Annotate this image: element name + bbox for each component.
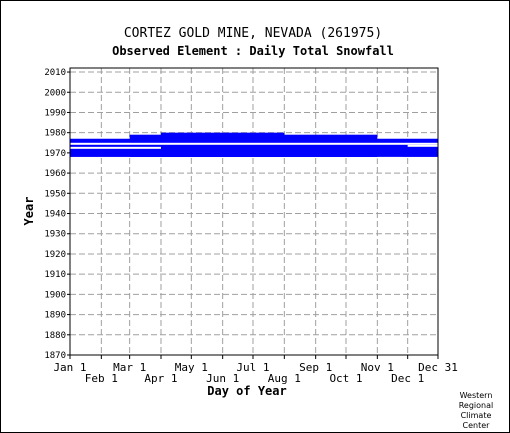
y-axis: 1870 1880 1890 1900 1910 1920 1930 1940 1950 1960… bbox=[44, 68, 70, 361]
y-tick-label: 1990 bbox=[44, 108, 66, 118]
y-tick-label: 1970 bbox=[44, 149, 66, 159]
y-tick-label: 1910 bbox=[44, 270, 66, 280]
data-gap bbox=[377, 156, 403, 159]
credit-line: Regional bbox=[459, 401, 494, 410]
chart-subtitle: Observed Element : Daily Total Snowfall bbox=[112, 44, 394, 58]
x-axis: Jan 1 Mar 1 May 1 Jul 1 Sep 1 Nov 1 Dec 31 Feb … bbox=[53, 355, 458, 385]
y-tick-label: 1870 bbox=[44, 351, 66, 361]
grid-lines bbox=[70, 68, 438, 356]
x-tick-label: Mar 1 bbox=[113, 361, 146, 374]
data-gap bbox=[70, 146, 161, 149]
credit-line: Western bbox=[460, 391, 493, 400]
x-tick-label: Oct 1 bbox=[329, 372, 362, 385]
y-tick-label: 2000 bbox=[44, 88, 66, 98]
y-tick-label: 1890 bbox=[44, 311, 66, 321]
credit-line: Climate bbox=[461, 411, 492, 420]
x-tick-label: Nov 1 bbox=[361, 361, 394, 374]
x-tick-label: Jun 1 bbox=[206, 372, 239, 385]
x-tick-label: Aug 1 bbox=[268, 372, 301, 385]
x-tick-label: Apr 1 bbox=[144, 372, 177, 385]
y-tick-label: 1930 bbox=[44, 230, 66, 240]
y-tick-label: 1880 bbox=[44, 331, 66, 341]
x-tick-label: Jan 1 bbox=[53, 361, 86, 374]
data-gap bbox=[70, 142, 438, 145]
wrcc-credit: Western Regional Climate Center bbox=[459, 391, 494, 430]
x-tick-label: Jul 1 bbox=[236, 361, 269, 374]
x-axis-label: Day of Year bbox=[207, 384, 286, 398]
data-bar bbox=[160, 132, 285, 157]
data-gap bbox=[407, 144, 438, 147]
y-tick-label: 1920 bbox=[44, 250, 66, 260]
plot-area bbox=[69, 67, 439, 356]
chart-title: CORTEZ GOLD MINE, NEVADA (261975) bbox=[124, 26, 382, 41]
x-tick-label: Sep 1 bbox=[299, 361, 332, 374]
data-bars bbox=[70, 132, 438, 159]
y-tick-label: 1940 bbox=[44, 210, 66, 220]
credit-line: Center bbox=[463, 421, 491, 430]
y-tick-label: 1980 bbox=[44, 129, 66, 139]
y-tick-label: 1960 bbox=[44, 169, 66, 179]
y-tick-label: 2010 bbox=[44, 68, 66, 78]
x-tick-label: Feb 1 bbox=[85, 372, 118, 385]
y-axis-label: Year bbox=[22, 197, 36, 226]
y-tick-label: 1950 bbox=[44, 189, 66, 199]
y-tick-label: 1900 bbox=[44, 290, 66, 300]
x-tick-label: Dec 31 bbox=[418, 361, 458, 374]
x-tick-label: May 1 bbox=[175, 361, 208, 374]
x-tick-label: Dec 1 bbox=[391, 372, 424, 385]
